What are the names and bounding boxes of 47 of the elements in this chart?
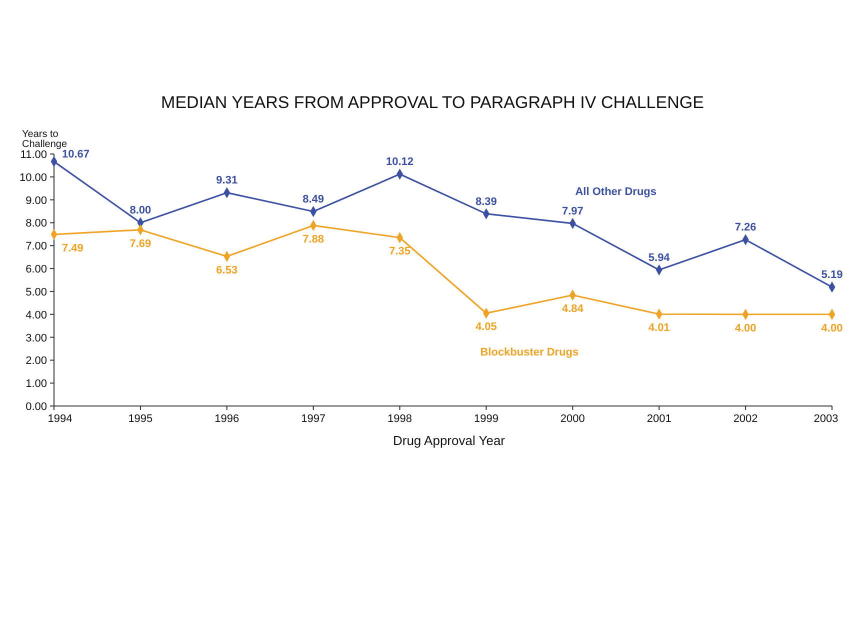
x-axis-title: Drug Approval Year bbox=[392, 433, 506, 448]
y-tick-label: 1.00 bbox=[26, 378, 47, 390]
data-label: 7.97 bbox=[562, 205, 584, 218]
chart-title: MEDIAN YEARS FROM APPROVAL TO PARAGRAPH IV CHALLENGE bbox=[161, 93, 704, 112]
data-label: 4.84 bbox=[562, 303, 584, 316]
data-label: 5.19 bbox=[821, 269, 843, 282]
x-tick-label: 2003 bbox=[814, 413, 838, 425]
data-label: 10.12 bbox=[386, 156, 414, 168]
text: Blockbuster Drugs bbox=[480, 346, 579, 359]
data-label: 7.69 bbox=[130, 238, 152, 250]
data-label: 5.94 bbox=[648, 252, 671, 264]
y-tick-label: 2.00 bbox=[26, 355, 47, 368]
data-label: 7.49 bbox=[62, 242, 84, 254]
data-label: 10.67 bbox=[62, 148, 90, 161]
data-label: 8.49 bbox=[302, 194, 324, 206]
x-tick-label: 2000 bbox=[560, 413, 585, 425]
y-axis-title: Years to Challenge bbox=[22, 129, 68, 150]
data-label: 8.00 bbox=[130, 204, 152, 217]
data-label: 7.35 bbox=[389, 246, 410, 258]
y-tick-label: 10.00 bbox=[19, 172, 47, 184]
y-tick-label: 5.00 bbox=[26, 286, 47, 298]
y-tick-label: 9.00 bbox=[26, 194, 47, 207]
x-tick-label: 1998 bbox=[388, 413, 412, 425]
x-tick-label: 1994 bbox=[48, 413, 72, 425]
y-tick-label: 8.00 bbox=[26, 218, 47, 230]
y-tick-label: 3.00 bbox=[26, 332, 47, 344]
x-tick-label: 1999 bbox=[474, 413, 498, 425]
data-label: 7.88 bbox=[302, 233, 324, 246]
data-label: 4.00 bbox=[821, 322, 843, 334]
y-tick-label: 4.00 bbox=[26, 309, 47, 322]
data-label: 8.39 bbox=[476, 196, 497, 208]
data-label: 7.26 bbox=[734, 222, 756, 234]
data-label: 4.01 bbox=[648, 322, 670, 334]
series-label: All Other Drugs bbox=[575, 186, 657, 198]
x-tick-label: 1996 bbox=[214, 413, 240, 425]
x-tick-label: 2002 bbox=[733, 413, 758, 425]
data-label: 4.00 bbox=[734, 322, 756, 334]
y-tick-label: 11.00 bbox=[20, 149, 47, 161]
data-label: 4.05 bbox=[476, 321, 497, 334]
x-tick-label: 1997 bbox=[301, 413, 326, 425]
x-tick-label: 2001 bbox=[646, 413, 672, 425]
y-tick-label: 0.00 bbox=[26, 401, 47, 413]
data-label: 6.53 bbox=[216, 264, 238, 276]
y-tick-label: 6.00 bbox=[26, 264, 47, 276]
x-tick-label: 1995 bbox=[128, 413, 153, 425]
y-tick-label: 7.00 bbox=[26, 240, 47, 253]
data-label: 9.31 bbox=[216, 174, 238, 187]
